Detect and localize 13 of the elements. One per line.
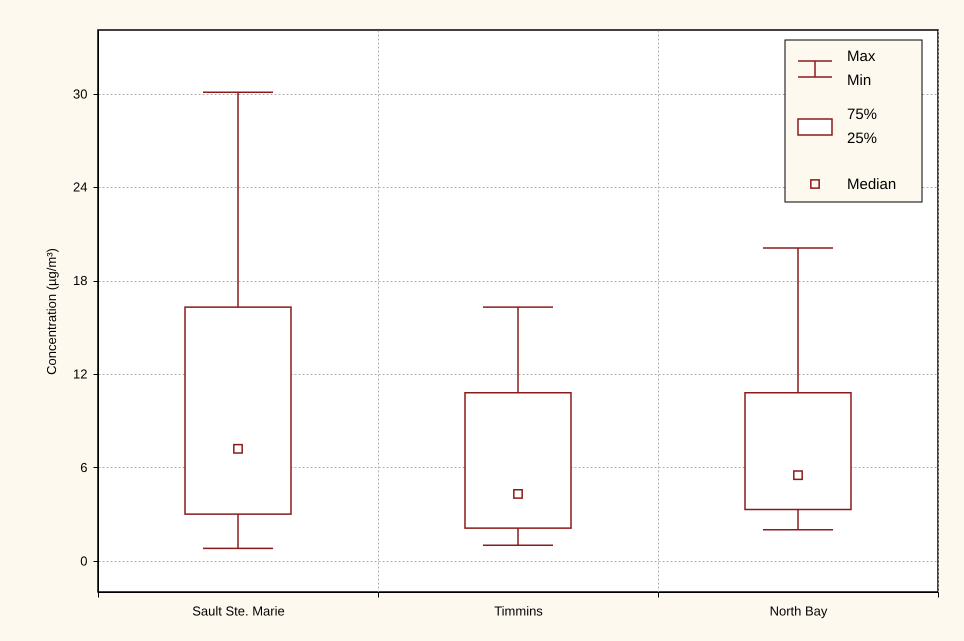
y-tick-label: 30 xyxy=(73,86,88,102)
y-tick-label: 6 xyxy=(80,460,88,475)
x-tick-label: North Bay xyxy=(770,604,828,618)
annotation: Median xyxy=(847,176,896,193)
y-axis-title: Concentration (µg/m³) xyxy=(44,248,60,375)
y-tick-label: 12 xyxy=(73,366,88,382)
y-tick-label: 18 xyxy=(73,273,88,288)
y-tick-label: 24 xyxy=(73,180,88,195)
y-tick-label: 0 xyxy=(80,553,88,568)
x-tick-label: Sault Ste. Marie xyxy=(192,604,285,618)
annotation: Max Min xyxy=(847,48,876,89)
annotation: 75% 25% xyxy=(847,106,878,147)
x-tick-label: Timmins xyxy=(494,604,544,618)
